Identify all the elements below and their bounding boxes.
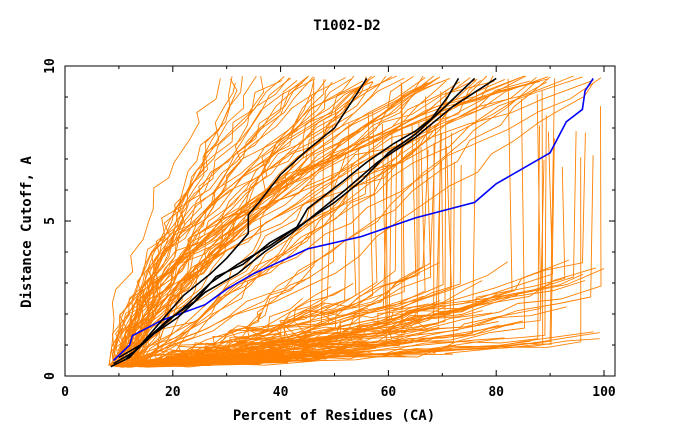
model-line (112, 75, 257, 366)
chart-title: T1002-D2 (313, 18, 380, 34)
model-line (137, 77, 471, 366)
model-line (134, 80, 369, 366)
model-line (131, 76, 243, 366)
model-line (137, 75, 424, 366)
model-line (112, 80, 369, 366)
model-line (128, 80, 283, 366)
model-line (112, 82, 236, 366)
model-line (116, 161, 444, 366)
model-line (128, 312, 493, 366)
y-tick-label: 0 (43, 372, 58, 380)
x-axis-label: Percent of Residues (CA) (233, 408, 435, 424)
model-line (108, 84, 405, 366)
model-line (114, 76, 414, 366)
model-line (108, 78, 221, 366)
model-line (119, 76, 392, 366)
y-axis-label: Distance Cutoff, A (19, 156, 35, 308)
model-line (111, 75, 527, 366)
model-line (111, 81, 373, 366)
model-line (138, 81, 547, 366)
y-tick-label: 10 (43, 58, 58, 74)
model-line (134, 76, 549, 366)
series-line (112, 77, 594, 362)
orange-lines (108, 75, 605, 368)
series-line (123, 77, 497, 362)
x-tick-label: 60 (381, 385, 397, 400)
model-line (117, 82, 303, 366)
x-tick-label: 0 (61, 385, 69, 400)
series-line (118, 77, 476, 359)
model-line (120, 120, 325, 367)
model-line (109, 80, 531, 366)
model-line (134, 76, 233, 366)
model-line (125, 78, 556, 368)
y-tick-label: 5 (43, 217, 58, 225)
x-tick-label: 40 (273, 385, 289, 400)
model-line (133, 80, 537, 366)
x-tick-label: 100 (592, 385, 616, 400)
model-line (131, 76, 551, 366)
series-lines (110, 77, 594, 368)
model-line (125, 75, 488, 366)
model-line (123, 131, 577, 367)
model-line (110, 79, 539, 366)
model-line (115, 80, 373, 366)
model-line (124, 82, 432, 366)
x-tick-label: 20 (165, 385, 181, 400)
x-tick-label: 80 (488, 385, 504, 400)
axis-ticks: 0 20 40 60 80 100 0 5 10 (43, 58, 616, 400)
model-line (110, 96, 432, 368)
model-line (123, 79, 327, 366)
model-line (135, 79, 482, 366)
model-line (120, 75, 376, 366)
model-line (118, 77, 439, 366)
